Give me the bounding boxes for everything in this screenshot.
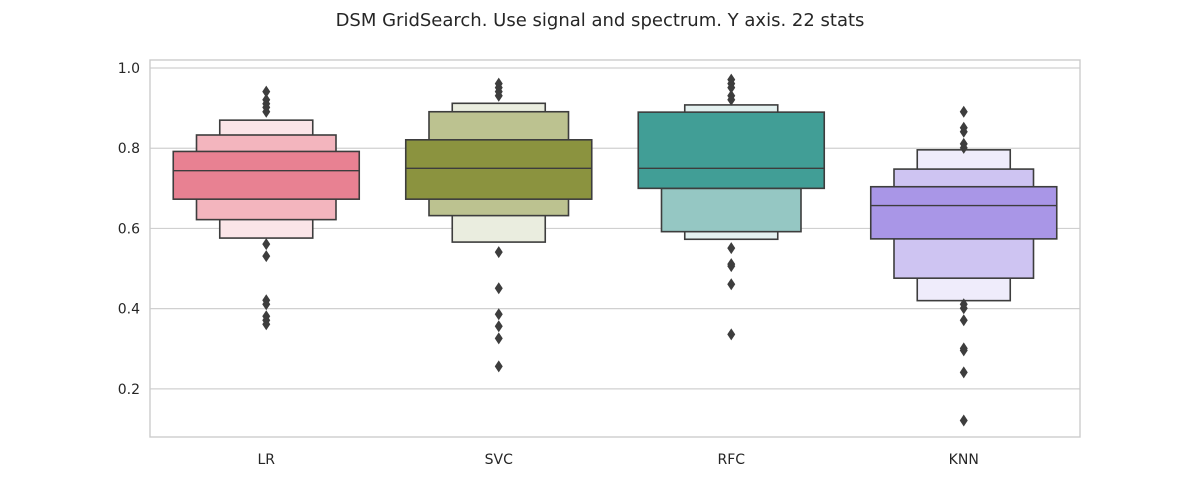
outlier-point	[262, 298, 271, 311]
tick-labels: 0.2 0.4 0.6 0.8 1.0 LR SVC RFC KNN	[118, 61, 979, 468]
y-tick-label: 1.0	[118, 61, 140, 77]
outlier-point	[959, 125, 968, 138]
boxen-group-lr	[172, 119, 361, 239]
outlier-point	[262, 105, 271, 118]
outlier-point	[262, 238, 271, 251]
outlier-points	[262, 73, 968, 427]
y-tick-label: 0.8	[118, 141, 140, 157]
outlier-point	[959, 366, 968, 379]
y-tick-label: 0.6	[118, 221, 140, 237]
outlier-point	[959, 105, 968, 118]
outlier-point	[262, 250, 271, 263]
y-tick-label: 0.2	[118, 382, 140, 398]
boxen-level-1	[172, 150, 361, 200]
x-tick-label: SVC	[485, 452, 513, 468]
outlier-point	[959, 141, 968, 154]
outlier-point	[727, 93, 736, 106]
outlier-point	[262, 318, 271, 331]
boxen-level-1	[404, 139, 593, 200]
boxen-groups	[172, 102, 1058, 302]
plot-frame	[149, 59, 1081, 438]
outlier-point	[959, 344, 968, 357]
x-tick-label: KNN	[949, 452, 979, 468]
outlier-point	[727, 260, 736, 273]
outlier-point	[727, 81, 736, 94]
outlier-point	[494, 320, 503, 333]
boxen-level-1	[869, 185, 1058, 240]
outlier-point	[494, 246, 503, 259]
outlier-point	[494, 360, 503, 373]
boxen-level-1	[637, 111, 826, 190]
outlier-point	[494, 282, 503, 295]
outlier-point	[727, 328, 736, 341]
outlier-point	[494, 308, 503, 321]
chart-title: DSM GridSearch. Use signal and spectrum.…	[336, 10, 865, 31]
y-tick-label: 0.4	[118, 302, 140, 318]
outlier-point	[959, 314, 968, 327]
boxen-group-knn	[869, 149, 1058, 302]
x-tick-label: RFC	[717, 452, 745, 468]
outlier-point	[494, 332, 503, 345]
outlier-point	[727, 278, 736, 291]
outlier-point	[494, 89, 503, 102]
boxen-group-rfc	[637, 104, 826, 241]
boxen-group-svc	[404, 102, 593, 243]
outlier-point	[262, 85, 271, 98]
outlier-point	[727, 242, 736, 255]
outlier-point	[959, 302, 968, 315]
x-tick-label: LR	[257, 452, 275, 468]
boxen-level-2	[660, 187, 802, 233]
outlier-point	[959, 414, 968, 427]
